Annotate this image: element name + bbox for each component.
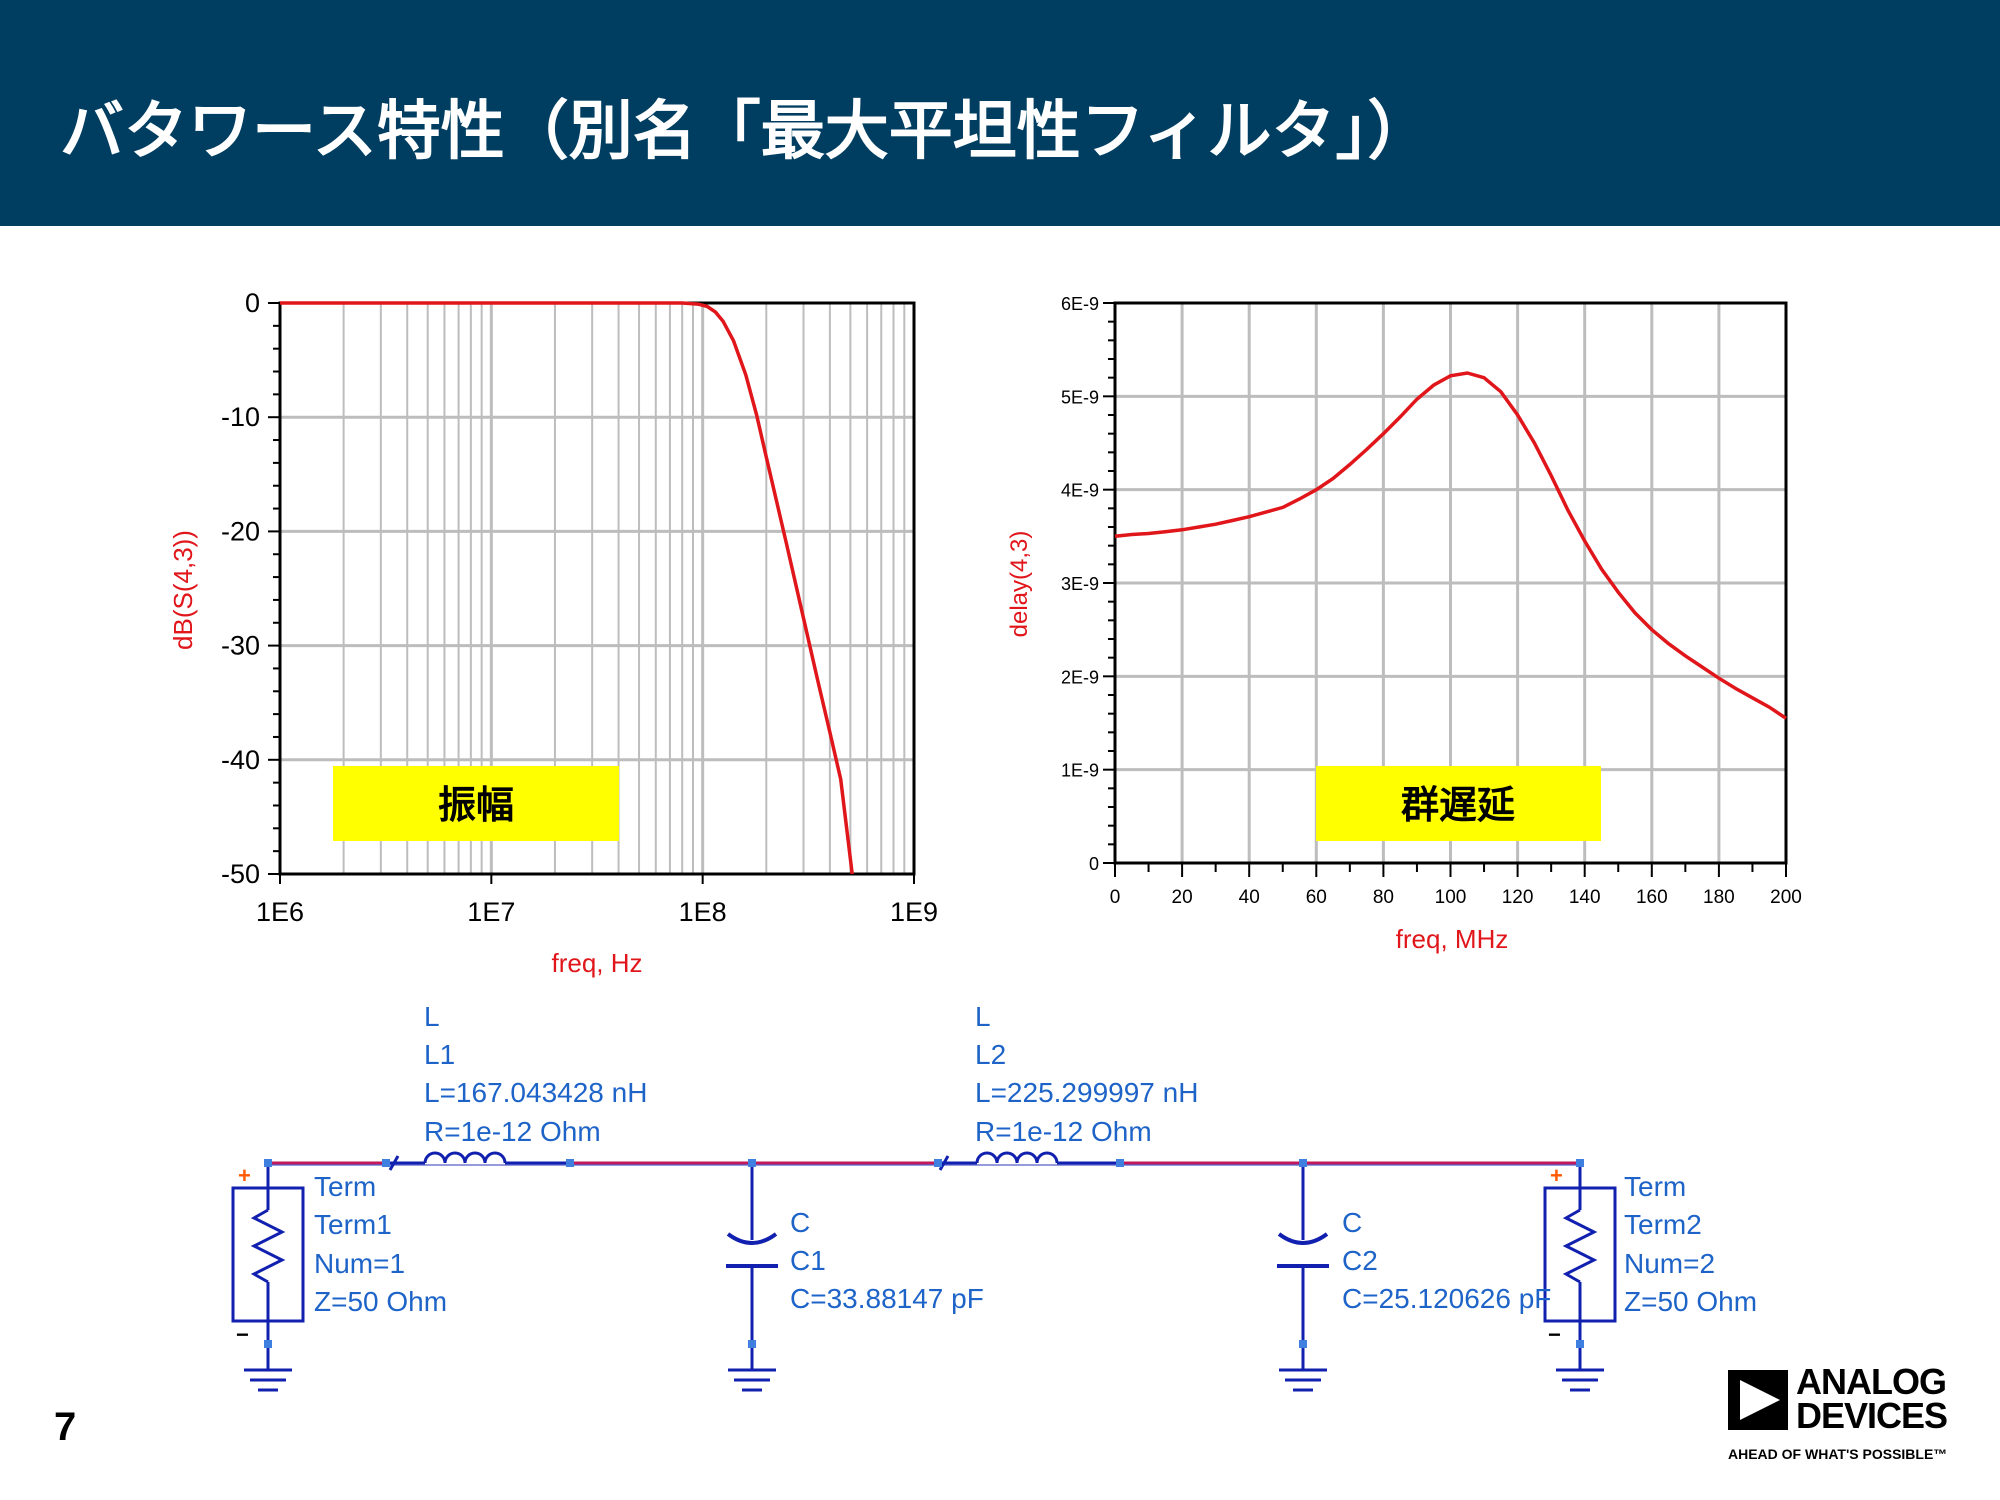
delay-x-tick-label: 140 [1569,887,1601,908]
delay-x-tick-label: 60 [1306,887,1327,908]
term2-type-label: Term [1624,1171,1686,1202]
delay-y-tick-label: 2E-9 [1061,667,1099,687]
logo-triangle-icon [1728,1370,1788,1430]
delay-x-tick-label: 180 [1703,887,1735,908]
logo-text-line2: DEVICES [1796,1395,1948,1436]
c1-type-label: C [790,1207,810,1238]
svg-text:+: + [238,1163,251,1188]
magnitude-series-line [280,301,854,875]
page-number: 7 [54,1405,77,1449]
delay-x-tick-label: 20 [1172,887,1193,908]
c2-type-label: C [1342,1207,1362,1238]
magnitude-ticks: 0 -10 -20 -30 -40 -50 1E6 1E7 1E8 1E9 [221,288,938,927]
l1-value-label: L=167.043428 nH [424,1077,647,1108]
term1-name-label: Term1 [314,1209,392,1240]
delay-y-tick-label: 5E-9 [1061,387,1099,407]
delay-x-tick-label: 200 [1770,887,1802,908]
magnitude-y-tick-label: -30 [221,631,260,661]
delay-y-tick-label: 4E-9 [1061,481,1099,501]
term2-name-label: Term2 [1624,1209,1702,1240]
delay-annotation-box [1316,766,1601,841]
title-bar: バタワース特性（別名「最大平坦性フィルタ」） [0,0,2000,226]
inductor-l1 [382,1151,574,1171]
slide-title: バタワース特性（別名「最大平坦性フィルタ」） [60,95,1432,169]
l2-resistance-label: R=1e-12 Ohm [975,1116,1152,1147]
delay-y-tick-label: 0 [1089,854,1099,874]
capacitor-c1 [726,1159,778,1392]
inductor-l2 [934,1151,1124,1171]
term2-port: + − [1543,1159,1617,1392]
magnitude-x-tick-label: 1E8 [679,897,727,927]
delay-x-tick-label: 0 [1110,887,1121,908]
delay-x-tick-label: 120 [1502,887,1534,908]
magnitude-x-axis-label: freq, Hz [551,948,642,978]
term1-port: + − [231,1159,305,1392]
c1-name-label: C1 [790,1245,826,1276]
c1-value-label: C=33.88147 pF [790,1283,984,1314]
magnitude-y-tick-label: -40 [221,745,260,775]
c2-name-label: C2 [1342,1245,1378,1276]
magnitude-x-tick-label: 1E7 [467,897,515,927]
magnitude-x-tick-label: 1E6 [256,897,304,927]
l2-value-label: L=225.299997 nH [975,1077,1198,1108]
magnitude-y-tick-label: 0 [245,288,260,318]
analog-devices-logo: ANALOG DEVICES AHEAD OF WHAT'S POSSIBLE™ [1728,1364,1968,1468]
magnitude-y-tick-label: -50 [221,859,260,889]
capacitor-c2 [1277,1159,1329,1392]
term2-impedance-label: Z=50 Ohm [1624,1286,1757,1317]
magnitude-y-tick-label: -10 [221,402,260,432]
l1-type-label: L [424,1001,440,1032]
delay-series-line [1114,371,1787,720]
svg-text:+: + [1550,1163,1563,1188]
l1-name-label: L1 [424,1039,455,1070]
delay-y-tick-label: 6E-9 [1061,294,1099,314]
term1-num-label: Num=1 [314,1248,405,1279]
delay-ticks: 0 1E-9 2E-9 3E-9 4E-9 5E-9 6E-9 0 20 40 60 80 100 120… [1061,294,1802,908]
logo-tagline: AHEAD OF WHAT'S POSSIBLE™ [1728,1446,1948,1462]
delay-x-axis-label: freq, MHz [1396,924,1509,954]
term1-impedance-label: Z=50 Ohm [314,1286,447,1317]
delay-y-tick-label: 3E-9 [1061,574,1099,594]
l2-name-label: L2 [975,1039,1006,1070]
c2-value-label: C=25.120626 pF [1342,1283,1551,1314]
logo-text-line1: ANALOG [1796,1361,1947,1402]
magnitude-y-tick-label: -20 [221,516,260,546]
l1-resistance-label: R=1e-12 Ohm [424,1116,601,1147]
magnitude-x-tick-label: 1E9 [890,897,938,927]
l2-type-label: L [975,1001,991,1032]
delay-x-tick-label: 100 [1435,887,1467,908]
magnitude-annotation: 振幅 [438,783,514,827]
delay-y-axis-label: delay(4,3) [1006,531,1033,638]
term1-type-label: Term [314,1171,376,1202]
schematic-labels: L L1 L=167.043428 nH R=1e-12 Ohm L L2 L=… [314,1001,1757,1317]
delay-x-tick-label: 80 [1373,887,1394,908]
delay-annotation: 群遅延 [1401,783,1515,827]
svg-text:−: − [236,1322,249,1347]
delay-x-tick-label: 40 [1239,887,1260,908]
delay-y-tick-label: 1E-9 [1061,761,1099,781]
magnitude-y-axis-label: dB(S(4,3)) [168,530,198,650]
svg-text:−: − [1548,1322,1561,1347]
magnitude-annotation-box [333,766,619,841]
term2-num-label: Num=2 [1624,1248,1715,1279]
delay-x-tick-label: 160 [1636,887,1668,908]
